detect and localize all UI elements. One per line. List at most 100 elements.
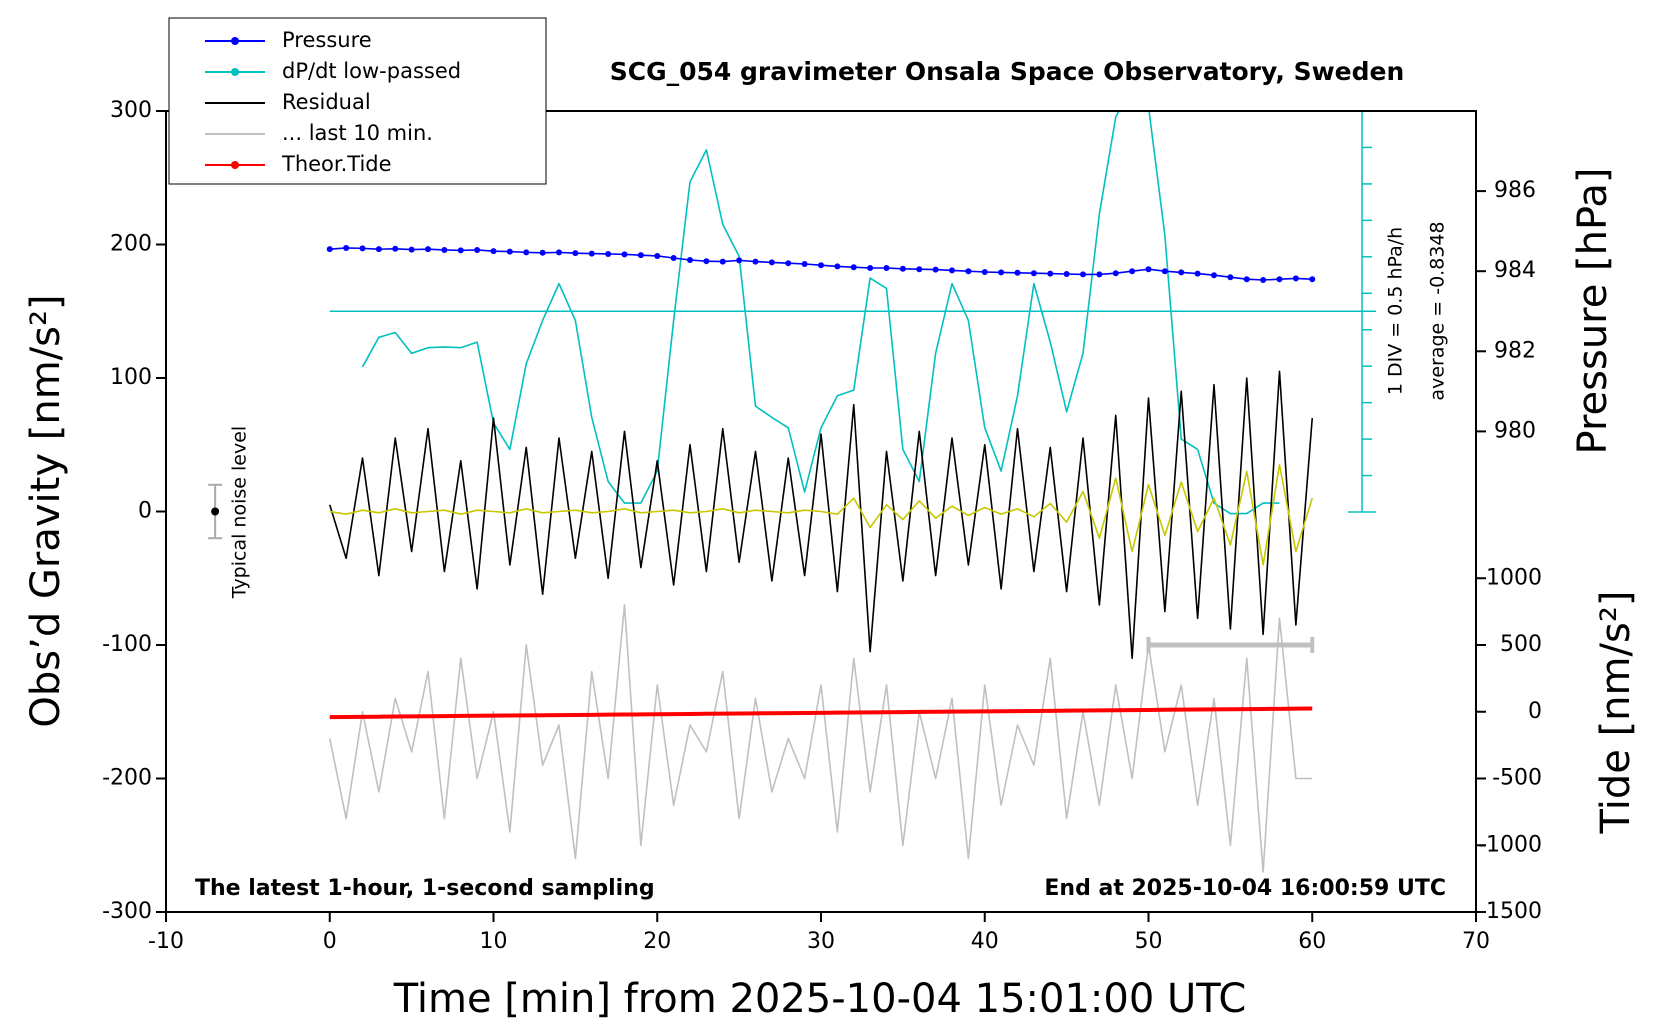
tide-tick-label: -500 [1492,766,1542,791]
pressure-point [1178,269,1185,276]
legend-label: dP/dt low-passed [282,59,461,83]
pressure-point [1014,269,1021,276]
pressure-point [506,248,513,255]
pressure-point [1129,268,1136,275]
plot-area [208,111,1376,873]
pressure-point [457,247,464,254]
note-left: The latest 1-hour, 1-second sampling [195,876,655,901]
dpdt-scale-label: 1 DIV = 0.5 hPa/h [1385,227,1407,395]
x-tick-label: 0 [323,929,337,954]
pressure-point [1145,266,1152,273]
pressure-point [687,256,693,263]
pressure-point [1161,268,1168,275]
pressure-point [588,250,595,257]
pressure-point [1047,270,1054,277]
series-line [329,706,1313,720]
pressure-point [1194,270,1201,277]
pressure-point [1276,276,1283,283]
y-tick-label: 100 [110,365,152,390]
note-right: End at 2025-10-04 16:00:59 UTC [1044,876,1446,901]
pressure-point [441,246,448,253]
pressure-point [818,262,824,269]
noise-point [211,507,220,516]
pressure-point [637,252,644,259]
pressure-point [1063,271,1070,278]
legend-marker [231,37,239,45]
pressure-point [654,252,661,259]
x-axis-label: Time [min] from 2025-10-04 15:01:00 UTC [393,976,1247,1020]
tide-tick-label: 0 [1528,699,1542,724]
legend-label: Pressure [282,28,372,52]
pressure-point [572,250,579,257]
series-line [329,463,1314,566]
pressure-point [752,258,759,265]
y-tick-label: 0 [138,499,152,524]
pressure-point [768,259,775,266]
pressure-tick-label: 980 [1494,418,1536,443]
pressure-point [1309,276,1316,283]
noise-label: Typical noise level [229,426,251,599]
pressure-point [981,269,988,276]
series-line [361,111,1280,515]
pressure-point [965,268,972,275]
pressure-point [719,258,726,265]
pressure-point [899,265,906,272]
legend-box [168,17,547,185]
y-tick-label: 300 [110,98,152,123]
tide-tick-label: -1000 [1478,832,1542,857]
pressure-point [1260,277,1267,284]
pressure-point [425,246,431,253]
pressure-point [883,264,890,271]
pressure-point [801,260,808,267]
x-tick-label: 20 [643,929,671,954]
x-tick-label: -10 [148,929,184,954]
pressure-point [326,246,333,253]
y-tick-label: -200 [102,766,152,791]
pressure-point [834,263,841,270]
y-tick-label: -100 [102,632,152,657]
pressure-point [1227,274,1234,281]
y-tick-label: 200 [110,232,152,257]
pressure-point [998,269,1005,276]
dpdt-average-label: average = -0.8348 [1427,221,1449,400]
pressure-tick-label: 986 [1494,178,1536,203]
pressure-point [1096,271,1103,278]
pressure-point [850,264,857,271]
legend: Pressure dP/dt low-passed Residual ... last… [168,17,547,185]
pressure-point [490,248,497,255]
pressure-point [785,260,792,267]
tide-tick-label: 500 [1500,632,1542,657]
pressure-point [392,245,399,252]
tide-tick-label: 1000 [1486,565,1542,590]
chart-title: SCG_054 gravimeter Onsala Space Observat… [610,57,1405,86]
pressure-point [621,251,628,258]
pressure-point [605,250,612,257]
pressure-point [1030,270,1037,277]
y-tick-label: -300 [102,899,152,924]
pressure-point [474,246,481,253]
pressure-tick-label: 984 [1494,258,1536,283]
pressure-point [1292,275,1299,282]
legend-label: Theor.Tide [281,152,392,176]
x-tick-label: 50 [1135,929,1163,954]
pressure-point [375,246,382,253]
pressure-point [1211,272,1217,279]
pressure-point [916,266,923,273]
pressure-point [703,258,710,265]
pressure-point [408,246,415,253]
pressure-axis-label: Pressure [hPa] [1570,168,1616,455]
pressure-point [359,245,366,252]
x-tick-label: 30 [807,929,835,954]
pressure-point [1243,276,1250,283]
tide-axis-label: Tide [nm/s²] [1593,591,1639,835]
pressure-point [736,257,743,264]
pressure-point [1080,271,1086,278]
legend-marker [231,68,239,76]
pressure-point [670,254,677,261]
y-axis-label: Obs’d Gravity [nm/s²] [23,294,69,727]
legend-marker [231,161,239,169]
pressure-point [523,249,530,256]
pressure-point [343,244,350,251]
pressure-point [1112,270,1119,277]
